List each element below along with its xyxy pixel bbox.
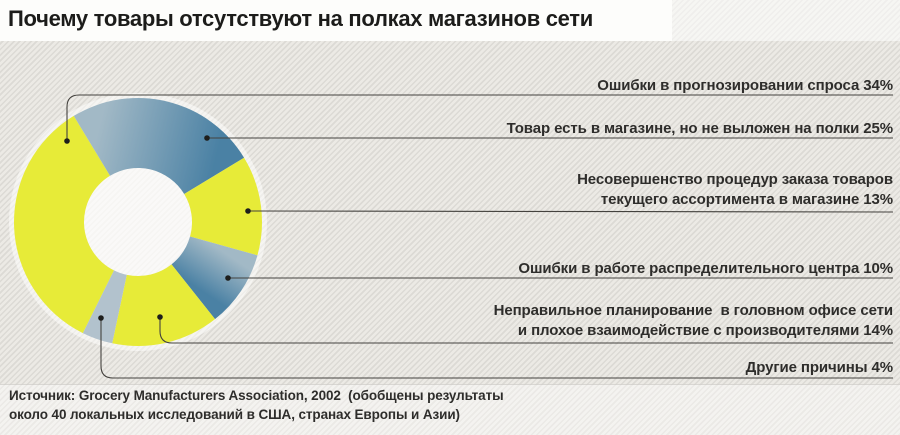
slice-label-line: Неправильное планирование в головном офи… — [493, 302, 893, 319]
chart-title: Почему товары отсутствуют на полках мага… — [8, 6, 594, 31]
donut-slice-2 — [73, 98, 245, 195]
slice-label-4: Ошибки в работе распределительного центр… — [518, 259, 893, 279]
donut-slice-1 — [13, 115, 114, 334]
source-line-1: Источник: Grocery Manufacturers Associat… — [9, 388, 504, 403]
slice-label-line: текущего ассортимента в магазине 13% — [600, 191, 893, 208]
donut-slice-6 — [82, 270, 127, 344]
donut-slice-5 — [112, 264, 216, 347]
donut-slice-3 — [184, 157, 262, 256]
leader-line-3 — [247, 210, 894, 213]
slice-label-2: Товар есть в магазине, но не выложен на … — [507, 119, 893, 139]
leader-dot-3 — [245, 208, 251, 214]
leader-line-6 — [100, 318, 893, 379]
donut-hole — [84, 168, 192, 276]
leader-dot-6 — [98, 315, 104, 321]
leader-dot-2 — [204, 135, 210, 141]
leader-dot-4 — [225, 275, 231, 281]
slice-label-line: Ошибки в работе распределительного центр… — [518, 260, 893, 277]
slice-label-line: Несовершенство процедур заказа товаров — [577, 171, 893, 188]
slice-label-line: Другие причины 4% — [745, 359, 893, 376]
slice-label-6: Другие причины 4% — [746, 358, 893, 378]
source-note: Источник: Grocery Manufacturers Associat… — [9, 386, 504, 424]
leader-line-1 — [66, 94, 893, 141]
source-line-2: около 40 локальных исследований в США, с… — [9, 407, 460, 422]
slice-label-3: Несовершенство процедур заказа товаров те… — [577, 170, 893, 210]
slice-label-1: Ошибки в прогнозировании спроса 34% — [597, 76, 893, 96]
slice-label-line: Ошибки в прогнозировании спроса 34% — [597, 77, 893, 94]
slice-label-line: Товар есть в магазине, но не выложен на … — [506, 120, 893, 137]
leader-dot-1 — [64, 138, 70, 144]
leader-line-5 — [159, 317, 893, 344]
slice-label-5: Неправильное планирование в головном офи… — [494, 301, 893, 341]
donut-slice-4 — [171, 236, 258, 320]
slice-label-line: и плохое взаимодействие с производителям… — [517, 322, 893, 339]
leader-dot-5 — [157, 314, 163, 320]
